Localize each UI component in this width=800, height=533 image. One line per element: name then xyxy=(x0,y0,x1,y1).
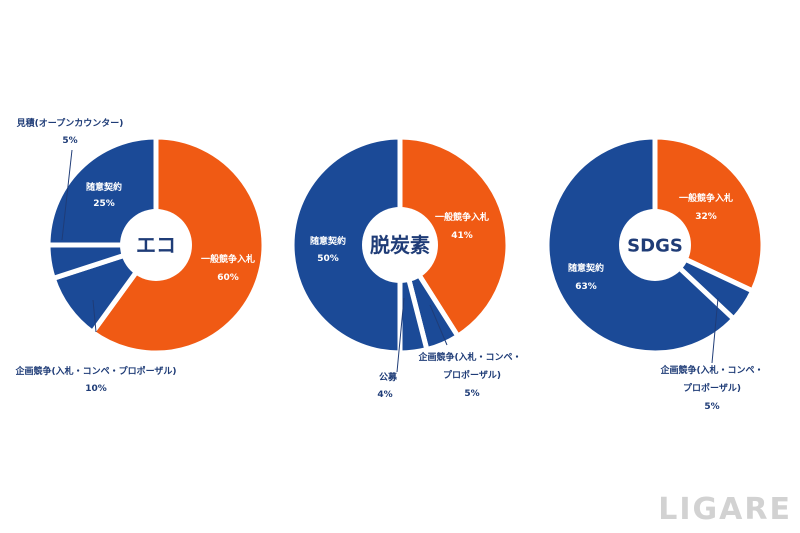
chart-title: SDGS xyxy=(627,235,683,256)
donut-hole xyxy=(120,209,192,281)
slice-value: 32% xyxy=(695,212,717,222)
slice-value: 5% xyxy=(464,389,479,399)
slice-label: 随意契約 xyxy=(568,262,604,274)
slice-label: 随意契約 xyxy=(310,235,346,247)
leader-line xyxy=(429,304,448,346)
slice-value: 4% xyxy=(377,390,392,400)
slice-label: 企画競争(入札・コンペ・プロポーザル) xyxy=(14,365,176,377)
leader-line xyxy=(711,297,719,364)
slice-label: プロポーザル) xyxy=(443,369,501,381)
slice-4 xyxy=(289,134,403,356)
chart-title: 脱炭素 xyxy=(370,233,430,257)
leader-line xyxy=(396,297,405,373)
donut-chart-2 xyxy=(289,134,511,356)
slice-value: 60% xyxy=(217,273,239,283)
slice-label: 公募 xyxy=(379,371,398,383)
slice-label: 見積(オープンカウンター) xyxy=(16,117,124,129)
watermark-logo: LIGARE xyxy=(658,492,792,527)
slice-label: プロポーザル) xyxy=(683,382,741,394)
donut-chart-1 xyxy=(45,134,267,356)
slice-label: 企画競争(入札・コンペ・ xyxy=(659,364,763,376)
slice-value: 25% xyxy=(93,199,115,209)
donut-chart-3 xyxy=(544,134,766,356)
slice-value: 41% xyxy=(451,231,473,241)
slice-label: 随意契約 xyxy=(86,181,122,193)
slice-value: 10% xyxy=(85,384,107,394)
slice-value: 50% xyxy=(317,254,339,264)
chart-title: エコ xyxy=(136,233,176,257)
slice-4 xyxy=(45,134,159,248)
leader-line xyxy=(92,299,97,333)
slice-value: 63% xyxy=(575,282,597,292)
slice-value: 5% xyxy=(62,136,77,146)
slice-label: 一般競争入札 xyxy=(435,211,489,223)
slice-label: 企画競争(入札・コンペ・ xyxy=(417,351,521,363)
leader-line xyxy=(61,149,73,241)
slice-label: 一般競争入札 xyxy=(201,253,255,265)
slice-value: 5% xyxy=(704,402,719,412)
donut-hole xyxy=(362,207,438,283)
slice-label: 一般競争入札 xyxy=(679,192,733,204)
donut-hole xyxy=(619,209,691,281)
